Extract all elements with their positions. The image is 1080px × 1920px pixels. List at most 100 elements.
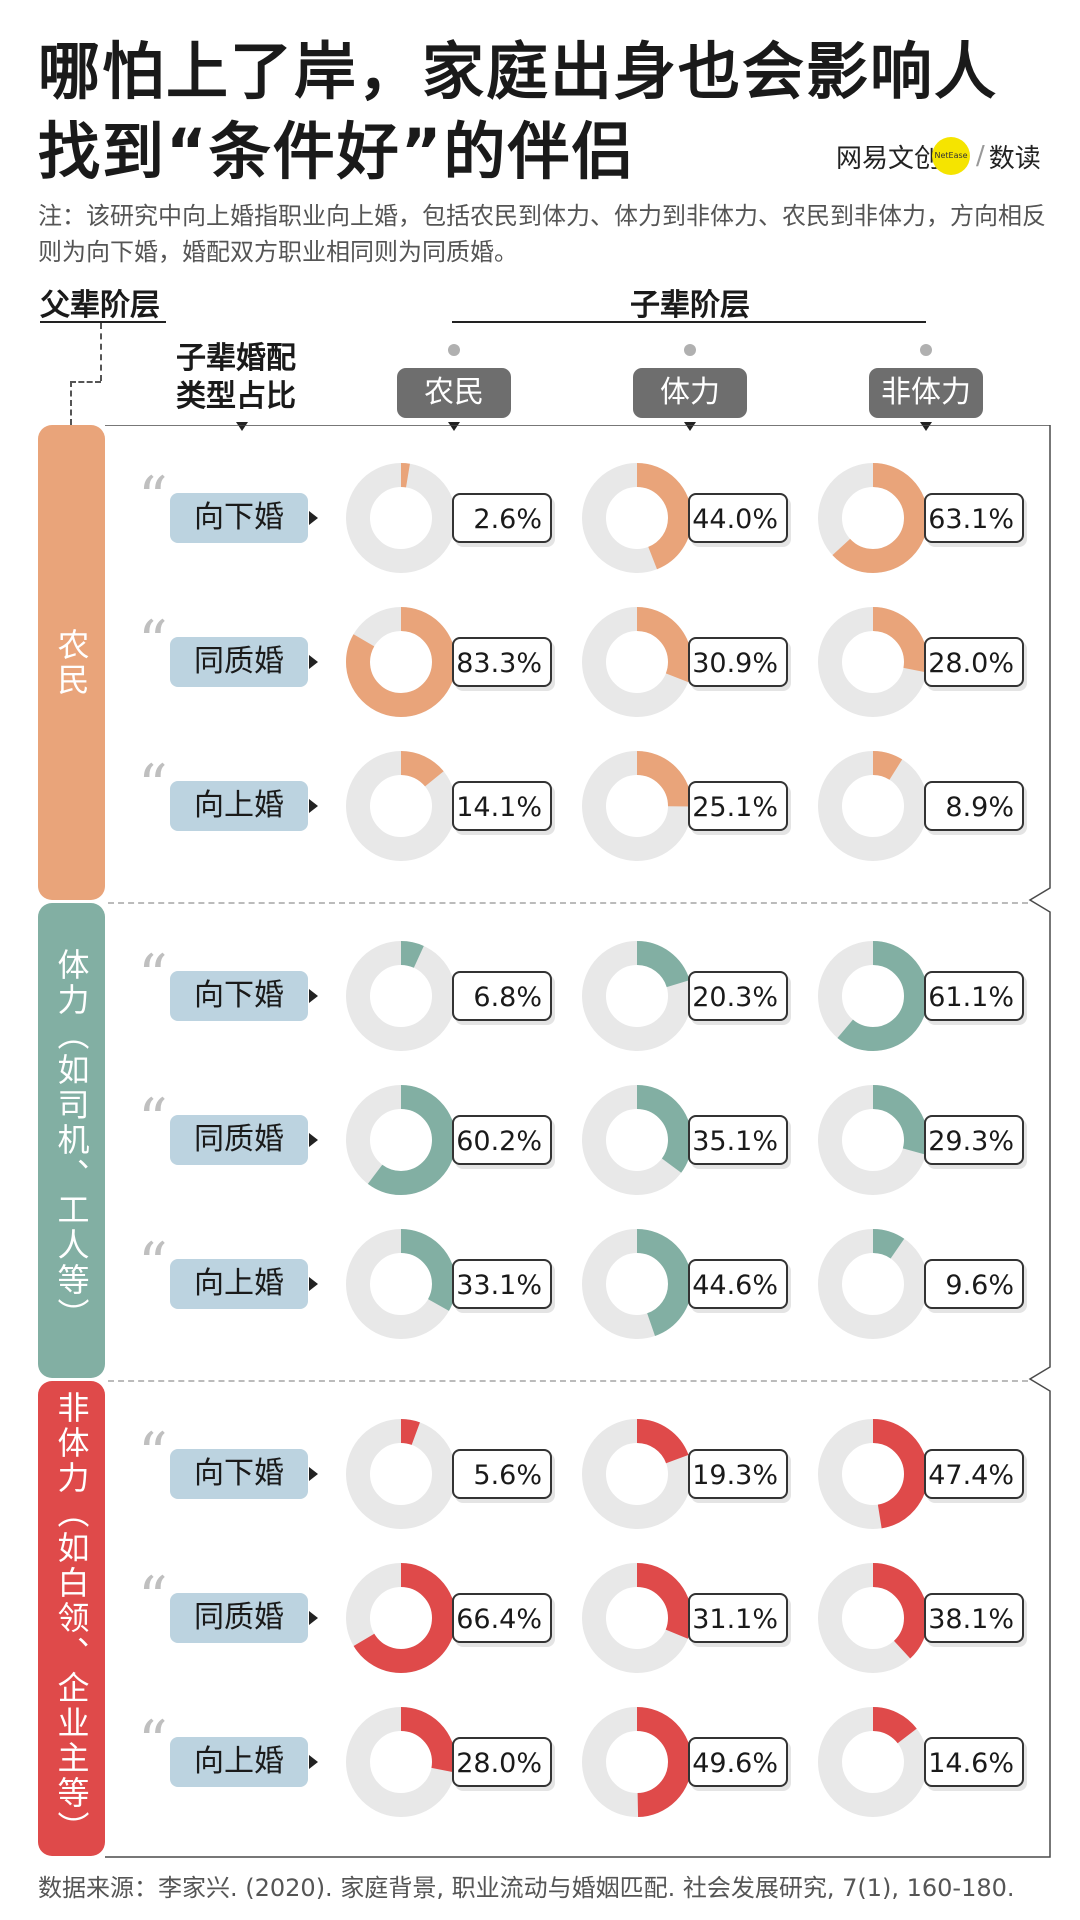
- brand-name: 网易文创: [836, 143, 941, 174]
- value-label: 28.0%: [924, 637, 1024, 687]
- donut-segment: [818, 941, 928, 1051]
- dashed-connector-vertical: [100, 323, 102, 381]
- parent-class-label: 体力（如司机、工人等）: [52, 948, 91, 1333]
- marriage-type-label: 向下婚: [170, 971, 308, 1021]
- marriage-type-label: 同质婚: [170, 637, 308, 687]
- value-label: 35.1%: [688, 1115, 788, 1165]
- quote-mark-icon: “: [138, 942, 168, 1010]
- quote-mark-icon: “: [138, 1708, 168, 1776]
- column-tick: [684, 422, 696, 431]
- quote-mark-icon: “: [138, 1086, 168, 1154]
- column-dot: [684, 344, 696, 356]
- child-class-header: 子辈阶层: [630, 288, 750, 323]
- donut-segment: [818, 607, 928, 717]
- value-label: 60.2%: [452, 1115, 552, 1165]
- value-label: 14.6%: [924, 1737, 1024, 1787]
- page-title: 哪怕上了岸，家庭出身也会影响人 找到“条件好”的伴侣: [38, 32, 1058, 192]
- parent-class-label: 农民: [52, 627, 91, 698]
- value-label: 25.1%: [688, 781, 788, 831]
- quote-mark-icon: “: [138, 1230, 168, 1298]
- row-arrow-icon: [309, 1467, 318, 1481]
- value-label: 31.1%: [688, 1593, 788, 1643]
- donut-segment: [346, 941, 456, 1051]
- row-arrow-icon: [309, 989, 318, 1003]
- donut-chart: [582, 1563, 692, 1673]
- value-label: 6.8%: [452, 971, 552, 1021]
- donut-chart: [346, 1707, 456, 1817]
- title-line-2: 找到“条件好”的伴侣: [38, 115, 636, 188]
- quote-mark-icon: “: [138, 608, 168, 676]
- quote-mark-icon: “: [138, 464, 168, 532]
- parent-class-bar-3: 非体力（如白领、企业主等）: [38, 1381, 105, 1856]
- row-arrow-icon: [309, 1755, 318, 1769]
- donut-chart: [818, 751, 928, 861]
- marriage-type-header: 子辈婚配类型占比: [176, 341, 296, 414]
- donut-chart: [346, 463, 456, 573]
- marriage-type-label: 向上婚: [170, 1737, 308, 1787]
- donut-track: [346, 463, 456, 573]
- donut-chart: [346, 1419, 456, 1529]
- value-label: 8.9%: [924, 781, 1024, 831]
- donut-track: [818, 751, 928, 861]
- donut-chart: [818, 1707, 928, 1817]
- marriage-type-label: 向下婚: [170, 493, 308, 543]
- column-tick: [448, 422, 460, 431]
- value-label: 28.0%: [452, 1737, 552, 1787]
- row-arrow-icon: [309, 1133, 318, 1147]
- donut-segment: [582, 463, 692, 573]
- donut-segment: [818, 751, 928, 861]
- column-label-1: 农民: [397, 368, 511, 418]
- marriage-type-label: 向上婚: [170, 1259, 308, 1309]
- type-column-tick: [236, 422, 248, 431]
- donut-chart: [818, 1563, 928, 1673]
- donut-chart: [346, 941, 456, 1051]
- dashed-connector-drop: [70, 381, 72, 425]
- brand-dot-icon: NetEase: [932, 137, 971, 175]
- donut-chart: [818, 463, 928, 573]
- value-label: 83.3%: [452, 637, 552, 687]
- donut-chart: [582, 1085, 692, 1195]
- value-label: 38.1%: [924, 1593, 1024, 1643]
- donut-segment: [346, 1419, 456, 1529]
- marriage-type-label: 向上婚: [170, 781, 308, 831]
- marriage-type-label: 同质婚: [170, 1593, 308, 1643]
- note-text: 注：该研究中向上婚指职业向上婚，包括农民到体力、体力到非体力、农民到非体力，方向…: [38, 202, 1046, 266]
- brand-product: 数读: [988, 143, 1041, 174]
- donut-segment: [346, 463, 456, 573]
- grid-frame: [105, 425, 1051, 1858]
- donut-chart: [582, 1707, 692, 1817]
- value-label: 19.3%: [688, 1449, 788, 1499]
- donut-segment: [346, 1229, 456, 1339]
- column-label-3: 非体力: [869, 368, 983, 418]
- donut-chart: [818, 1085, 928, 1195]
- parent-class-label: 非体力（如白领、企业主等）: [52, 1391, 91, 1846]
- row-arrow-icon: [309, 655, 318, 669]
- value-label: 2.6%: [452, 493, 552, 543]
- dashed-connector-horizontal: [70, 381, 101, 383]
- donut-chart: [818, 1419, 928, 1529]
- value-label: 5.6%: [452, 1449, 552, 1499]
- donut-chart: [346, 607, 456, 717]
- child-header-underline: [452, 321, 926, 323]
- parent-class-header: 父辈阶层: [40, 288, 160, 323]
- column-dot: [448, 344, 460, 356]
- donut-chart: [346, 1563, 456, 1673]
- quote-mark-icon: “: [138, 1420, 168, 1488]
- column-tick: [920, 422, 932, 431]
- donut-chart: [582, 751, 692, 861]
- quote-mark-icon: “: [138, 1564, 168, 1632]
- donut-segment: [582, 1563, 692, 1673]
- donut-chart: [346, 751, 456, 861]
- group-separator: [108, 902, 1028, 904]
- donut-segment: [346, 1085, 456, 1195]
- value-label: 14.1%: [452, 781, 552, 831]
- row-arrow-icon: [309, 1611, 318, 1625]
- donut-segment: [346, 607, 456, 717]
- parent-class-bar-1: 农民: [38, 425, 105, 900]
- donut-chart: [818, 941, 928, 1051]
- donut-segment: [582, 751, 692, 861]
- value-label: 49.6%: [688, 1737, 788, 1787]
- donut-chart: [818, 607, 928, 717]
- donut-track: [346, 941, 456, 1051]
- source-text: 数据来源：李家兴. (2020). 家庭背景, 职业流动与婚姻匹配. 社会发展研…: [38, 1874, 1015, 1902]
